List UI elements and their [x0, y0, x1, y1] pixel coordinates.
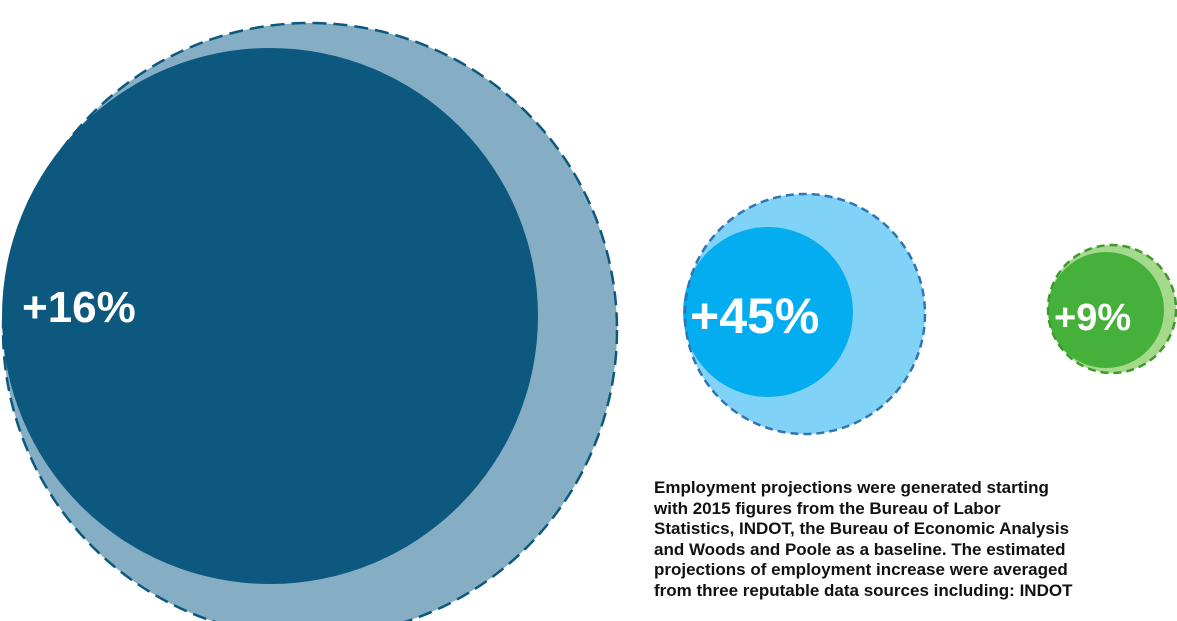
bubble-dashed-outline — [683, 192, 927, 436]
bubble-value-label: +45% — [690, 288, 819, 344]
note-line: projections of employment increase were … — [654, 560, 1068, 579]
bubble-value-label: +16% — [22, 283, 136, 332]
bubble-dashed-outline — [1046, 243, 1177, 375]
bubble-inner-circle — [2, 48, 538, 584]
note-line: with 2015 figures from the Bureau of Lab… — [654, 498, 1001, 518]
note-line: Statistics, INDOT, the Bureau of Economi… — [654, 519, 1070, 538]
note-line: from three reputable data sources includ… — [654, 580, 1073, 600]
bubble-inner-circle — [683, 227, 853, 397]
bubble-inner-circle — [1048, 252, 1164, 368]
note-line: and Woods and Poole as a baseline. The e… — [654, 539, 1066, 559]
bubble-dashed-outline — [1, 21, 619, 621]
bubble: +45% — [683, 192, 927, 436]
bubble: +16% — [1, 21, 619, 621]
bubble-value-label: +9% — [1054, 297, 1131, 339]
note-line: Employment projections were generated st… — [654, 478, 1049, 497]
methodology-note: Employment projections were generated st… — [654, 478, 1177, 601]
bubble: +9% — [1046, 243, 1177, 375]
